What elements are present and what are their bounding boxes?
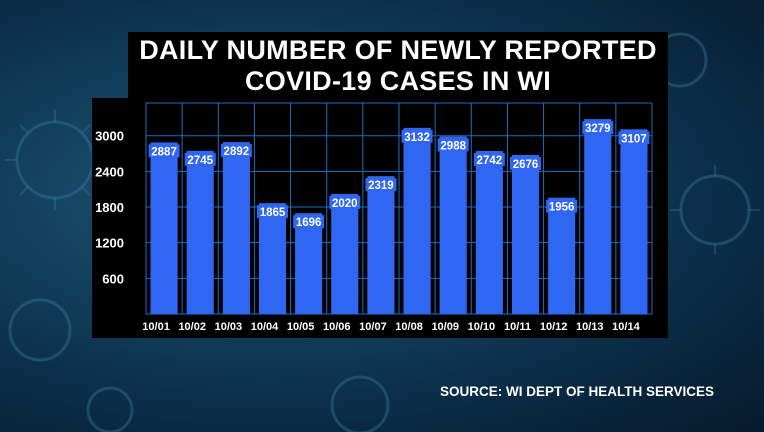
data-label-bg [437, 138, 469, 152]
x-tick-label: 10/07 [359, 321, 387, 333]
data-label-bg [257, 205, 288, 219]
data-label: 3107 [621, 133, 647, 145]
x-tick-label: 10/12 [540, 321, 568, 333]
chart-title-line-2: COVID-19 CASES IN WI [244, 66, 552, 96]
x-tick-label: 10/02 [178, 321, 206, 333]
data-label-bg [148, 144, 180, 158]
bar [511, 154, 540, 314]
bar [150, 142, 178, 314]
chart-title-line-1: DAILY NUMBER OF NEWLY REPORTED [139, 35, 657, 65]
bar [295, 213, 323, 314]
data-label: 3132 [404, 132, 430, 144]
data-label-bg [184, 152, 216, 166]
data-label-bg [365, 178, 397, 192]
y-tick-label: 1200 [95, 236, 124, 251]
x-tick-label: 10/05 [287, 321, 315, 333]
bar [475, 151, 503, 314]
data-label: 3279 [585, 123, 611, 135]
bar [367, 176, 395, 314]
x-tick-label: 10/01 [142, 321, 170, 333]
y-tick-label: 3000 [95, 129, 124, 144]
bar [439, 136, 467, 314]
y-tick-label: 1800 [95, 200, 124, 215]
data-label-bg [546, 199, 578, 213]
bar [222, 142, 250, 314]
source-credit: SOURCE: WI DEPT OF HEALTH SERVICES [440, 384, 715, 399]
x-tick-label: 10/03 [215, 321, 243, 333]
x-tick-label: 10/08 [395, 321, 423, 333]
data-label-bg [473, 153, 505, 167]
y-tick-label: 600 [102, 271, 124, 286]
chart-title-box: DAILY NUMBER OF NEWLY REPORTED COVID-19 … [128, 32, 668, 100]
x-tick-label: 10/06 [323, 321, 351, 333]
data-label-bg [401, 129, 433, 143]
data-label-bg [220, 144, 252, 158]
bar [584, 119, 612, 314]
data-label: 2319 [368, 180, 394, 192]
data-label-bg [582, 121, 614, 135]
data-label: 1956 [549, 202, 575, 214]
x-tick-label: 10/11 [504, 321, 531, 333]
data-label: 2745 [187, 155, 213, 167]
data-label: 1696 [296, 217, 322, 229]
x-tick-label: 10/10 [468, 321, 496, 333]
bar [186, 150, 214, 314]
data-label: 2887 [151, 146, 177, 158]
x-tick-label: 10/14 [612, 321, 640, 333]
x-tick-label: 10/13 [576, 321, 604, 333]
data-label: 2020 [332, 198, 358, 210]
y-tick-label: 2400 [95, 164, 124, 179]
bar [331, 193, 359, 314]
x-tick-label: 10/09 [431, 321, 459, 333]
data-label: 1865 [260, 207, 286, 219]
data-label-bg [329, 195, 361, 209]
data-label: 2676 [513, 159, 539, 171]
bar [258, 203, 287, 314]
data-label-bg [510, 156, 541, 170]
data-label: 2892 [224, 146, 250, 158]
data-label: 2988 [440, 140, 466, 152]
data-label-bg [618, 131, 650, 145]
bar [403, 127, 431, 314]
bar [548, 197, 576, 314]
x-tick-label: 10/04 [251, 321, 279, 333]
data-label: 2742 [477, 155, 503, 167]
data-label-bg [293, 215, 325, 229]
bar [620, 129, 648, 314]
